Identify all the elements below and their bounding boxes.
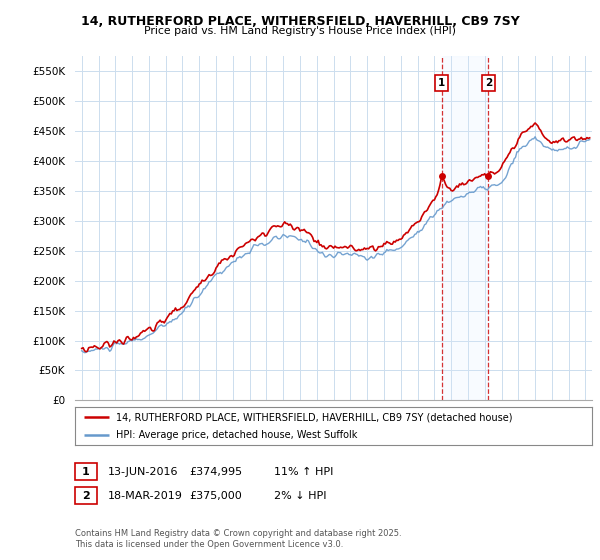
Text: 11% ↑ HPI: 11% ↑ HPI (274, 466, 333, 477)
Text: 14, RUTHERFORD PLACE, WITHERSFIELD, HAVERHILL, CB9 7SY: 14, RUTHERFORD PLACE, WITHERSFIELD, HAVE… (80, 15, 520, 28)
Text: HPI: Average price, detached house, West Suffolk: HPI: Average price, detached house, West… (116, 430, 358, 440)
Text: £375,000: £375,000 (190, 491, 242, 501)
Bar (442, 56, 488, 400)
Text: Contains HM Land Registry data © Crown copyright and database right 2025.
This d: Contains HM Land Registry data © Crown c… (75, 529, 401, 549)
Text: 1: 1 (438, 78, 445, 88)
Text: 1: 1 (82, 466, 89, 477)
Text: Price paid vs. HM Land Registry's House Price Index (HPI): Price paid vs. HM Land Registry's House … (144, 26, 456, 36)
Text: £374,995: £374,995 (190, 466, 243, 477)
Text: 18-MAR-2019: 18-MAR-2019 (107, 491, 182, 501)
Text: 14, RUTHERFORD PLACE, WITHERSFIELD, HAVERHILL, CB9 7SY (detached house): 14, RUTHERFORD PLACE, WITHERSFIELD, HAVE… (116, 412, 513, 422)
Text: 2: 2 (82, 491, 89, 501)
Text: 2: 2 (485, 78, 492, 88)
Text: 13-JUN-2016: 13-JUN-2016 (107, 466, 178, 477)
Text: 2% ↓ HPI: 2% ↓ HPI (274, 491, 326, 501)
